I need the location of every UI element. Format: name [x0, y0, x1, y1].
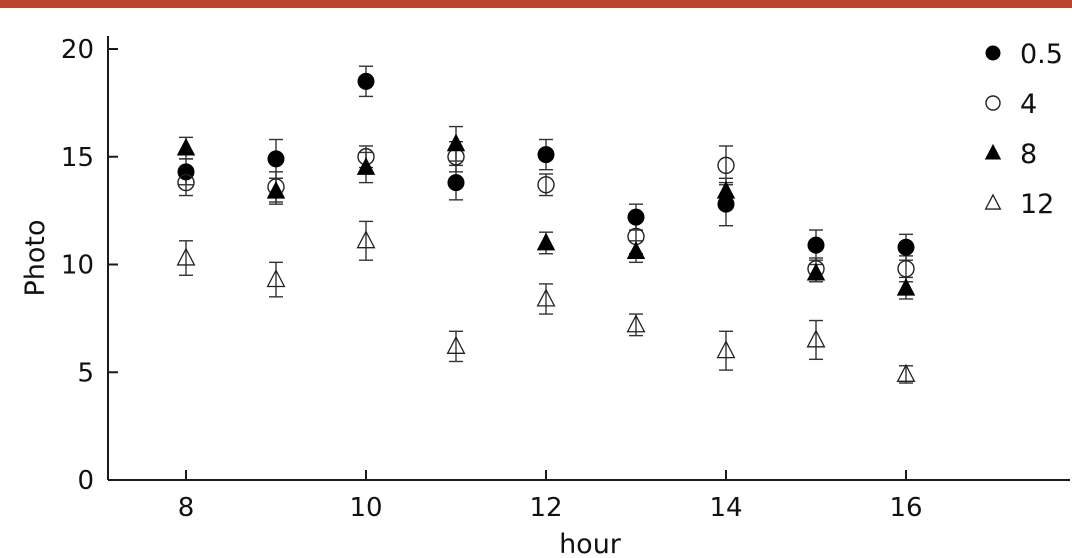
- legend-marker-4: [985, 95, 1001, 111]
- data-point-series-12: [626, 314, 646, 333]
- legend-label: 8: [1020, 139, 1037, 170]
- data-point-series-0.5: [357, 72, 375, 90]
- legend-marker-8: [984, 143, 1002, 160]
- data-point-series-0.5: [627, 208, 645, 226]
- data-point-series-8: [446, 133, 466, 152]
- data-point-series-0.5: [807, 236, 825, 254]
- x-tick-label: 16: [889, 493, 922, 523]
- data-point-series-12: [356, 230, 376, 249]
- data-point-series-4: [177, 173, 195, 192]
- data-point-series-12: [266, 268, 286, 288]
- data-point-series-4: [717, 156, 735, 175]
- x-tick-label: 10: [349, 493, 382, 523]
- data-point-series-12: [536, 288, 556, 307]
- legend-label: 12: [1020, 189, 1054, 220]
- data-point-series-0.5: [267, 150, 285, 168]
- data-point-series-4: [537, 176, 555, 194]
- x-tick-label: 8: [178, 493, 195, 523]
- top-color-band: [0, 0, 1072, 8]
- data-point-series-0.5: [897, 238, 915, 256]
- error-bars: [179, 65, 913, 384]
- legend-marker-0.5: [985, 45, 1001, 61]
- x-tick-label: 12: [529, 493, 562, 523]
- data-point-series-12: [716, 340, 736, 359]
- data-point-series-8: [626, 241, 646, 259]
- data-point-series-12: [806, 329, 826, 348]
- legend: 0.5 4 8 12: [984, 39, 1063, 220]
- data-point-series-12: [176, 247, 196, 266]
- x-axis-ticks: 8 10 12 14 16: [178, 470, 923, 523]
- y-tick-label: 20: [61, 35, 94, 65]
- data-point-series-8: [536, 232, 556, 251]
- data-point-series-12: [896, 363, 916, 382]
- data-point-series-0.5: [537, 146, 555, 164]
- y-tick-label: 10: [61, 251, 94, 281]
- data-point-series-8: [266, 180, 286, 199]
- y-tick-label: 0: [77, 466, 94, 496]
- data-point-series-8: [806, 262, 826, 281]
- data-point-series-12: [446, 335, 466, 354]
- y-tick-label: 5: [77, 358, 94, 388]
- legend-label: 0.5: [1020, 39, 1063, 70]
- y-axis-title: Photo: [20, 219, 51, 296]
- legend-label: 4: [1020, 89, 1037, 120]
- y-tick-label: 15: [61, 143, 94, 173]
- data-points: [176, 72, 916, 382]
- data-point-series-8: [176, 137, 196, 156]
- data-point-series-8: [356, 157, 376, 175]
- y-axis-ticks: 0 5 10 15 20: [61, 35, 118, 496]
- data-point-series-8: [716, 180, 736, 199]
- data-point-series-8: [896, 277, 916, 296]
- legend-marker-12: [984, 193, 1002, 210]
- data-point-series-0.5: [447, 174, 465, 192]
- data-point-series-4: [897, 260, 915, 278]
- axes: [107, 36, 1070, 481]
- x-axis-title: hour: [559, 529, 622, 558]
- x-tick-label: 14: [709, 493, 742, 523]
